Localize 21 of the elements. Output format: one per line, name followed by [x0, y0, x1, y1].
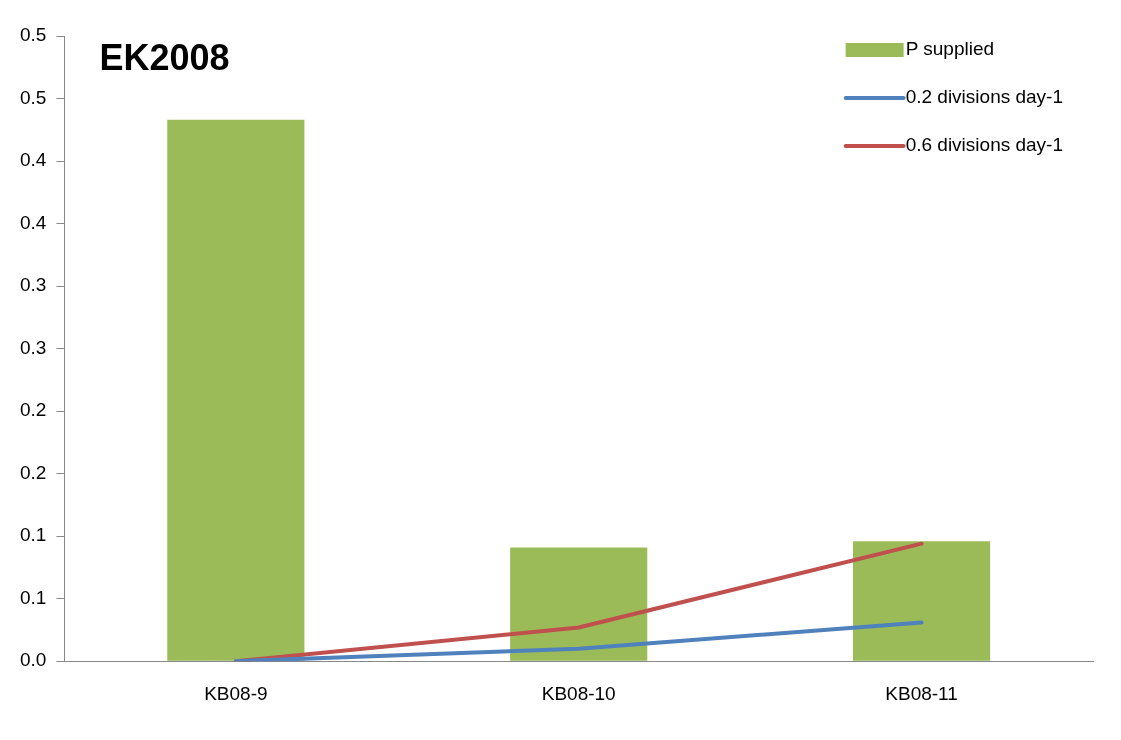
chart-title: EK2008: [99, 36, 230, 78]
y-tick-label: 0.2: [19, 399, 47, 421]
bar: [510, 547, 648, 661]
x-tick-label: KB08-9: [204, 682, 268, 704]
y-tick-label: 0.2: [19, 461, 47, 483]
y-tick-label: 0.1: [19, 524, 47, 546]
y-tick-label: 0.3: [19, 274, 47, 296]
y-tick-label: 0.5: [19, 86, 47, 108]
legend-label: 0.6 divisions day-1: [905, 134, 1064, 156]
x-tick-label: KB08-10: [541, 682, 616, 704]
bar: [167, 119, 305, 661]
y-tick-label: 0.4: [19, 149, 47, 171]
legend-label: 0.2 divisions day-1: [905, 86, 1064, 108]
y-tick-label: 0.1: [19, 586, 47, 608]
y-tick-label: 0.5: [19, 24, 47, 46]
x-tick-label: KB08-11: [885, 682, 958, 704]
bar: [853, 541, 991, 661]
y-tick-label: 0.0: [19, 649, 47, 671]
y-tick-label: 0.4: [19, 211, 47, 233]
y-tick-label: 0.3: [19, 336, 47, 358]
legend-label: P supplied: [905, 38, 995, 60]
